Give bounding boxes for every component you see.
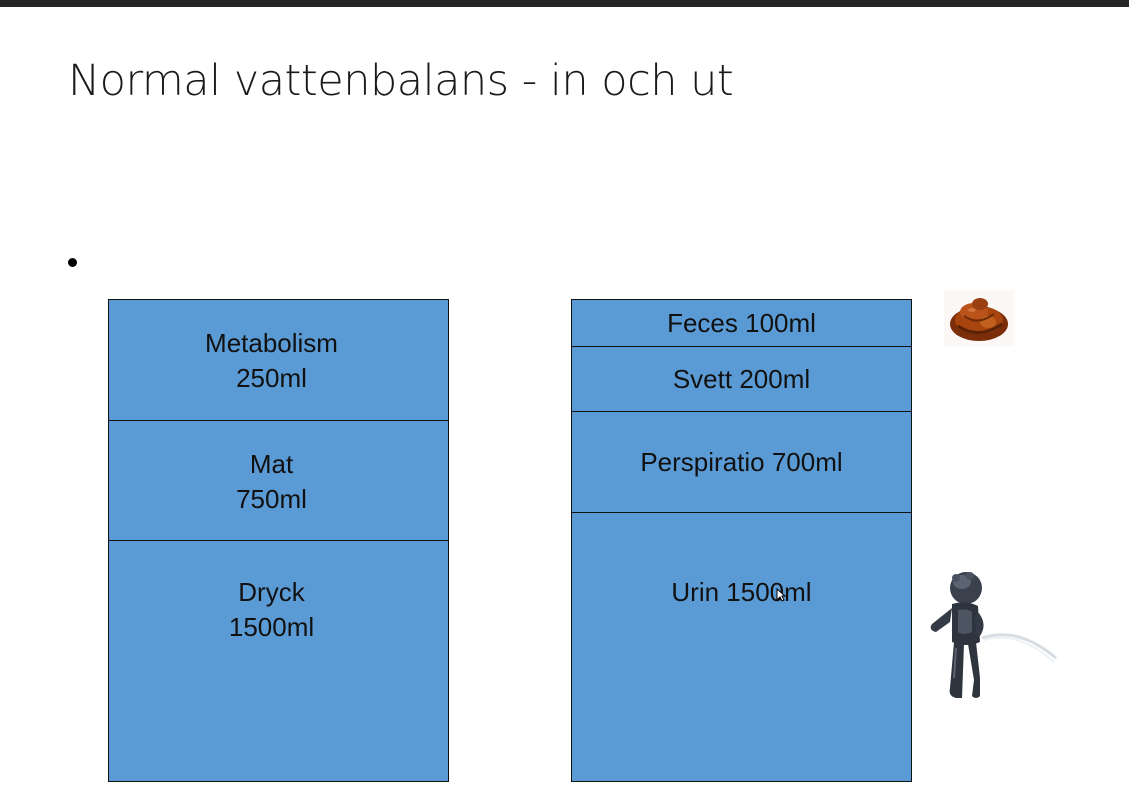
segment-amount: 250ml: [236, 363, 307, 393]
segment-label: Metabolism: [205, 328, 338, 358]
segment-text: Svett 200ml: [672, 364, 811, 394]
segment-label: Mat: [249, 449, 294, 479]
mouse-cursor-icon: [776, 588, 786, 602]
output-segment-urin: Urin 1500ml: [572, 513, 911, 781]
output-segment-feces: Feces 100ml: [572, 300, 911, 347]
feces-icon: [944, 290, 1014, 346]
slide-title: Normal vattenbalans - in och ut: [68, 56, 734, 106]
output-segment-perspiratio: Perspiratio 700ml: [572, 412, 911, 513]
top-bar: [0, 0, 1129, 7]
intake-segment-mat: Mat 750ml: [109, 421, 448, 541]
segment-text: Urin 1500ml: [671, 577, 812, 607]
output-stack: Feces 100ml Svett 200ml Perspiratio 700m…: [571, 299, 912, 782]
segment-amount: 750ml: [236, 484, 307, 514]
segment-amount: 1500ml: [228, 612, 315, 642]
intake-segment-metabolism: Metabolism 250ml: [109, 300, 448, 421]
manneken-pis-icon: [930, 572, 1057, 698]
intake-segment-dryck: Dryck 1500ml: [109, 541, 448, 781]
output-segment-svett: Svett 200ml: [572, 347, 911, 412]
intake-stack: Metabolism 250ml Mat 750ml Dryck 1500ml: [108, 299, 449, 782]
bullet-point: [68, 258, 77, 267]
segment-label: Dryck: [238, 577, 305, 607]
segment-text: Feces 100ml: [667, 308, 816, 338]
segment-text: Perspiratio 700ml: [640, 447, 843, 477]
